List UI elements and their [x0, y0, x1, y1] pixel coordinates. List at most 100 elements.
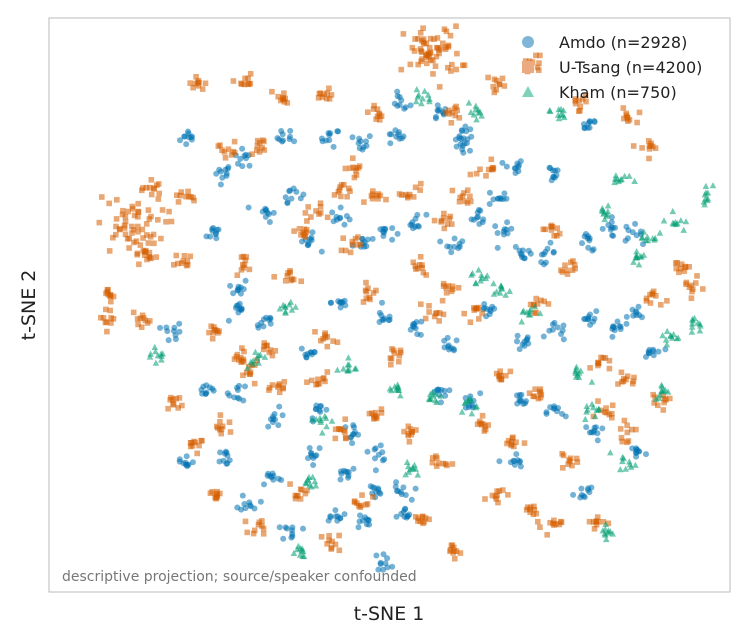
- amdo-point: [157, 324, 163, 331]
- kham-point: [506, 287, 513, 294]
- kham-point: [497, 282, 505, 289]
- amdo-point: [500, 231, 507, 238]
- points-layer: [96, 23, 717, 573]
- utsang-point: [505, 492, 511, 498]
- utsang-point: [254, 143, 261, 149]
- amdo-point: [227, 282, 234, 289]
- utsang-point: [155, 196, 162, 202]
- kham-point: [305, 473, 313, 480]
- utsang-point: [456, 115, 463, 121]
- amdo-point: [448, 249, 455, 256]
- amdo-point: [375, 451, 382, 458]
- amdo-point: [583, 424, 590, 431]
- kham-point: [296, 551, 304, 558]
- utsang-point: [673, 265, 680, 272]
- utsang-point: [410, 194, 417, 200]
- amdo-point: [323, 406, 330, 413]
- utsang-point: [417, 254, 424, 260]
- amdo-point: [339, 299, 346, 305]
- utsang-point: [206, 329, 212, 336]
- utsang-point: [312, 329, 318, 335]
- utsang-point: [377, 117, 383, 123]
- utsang-point: [413, 427, 419, 433]
- kham-point: [572, 369, 580, 376]
- utsang-cluster: [449, 187, 474, 206]
- utsang-point: [317, 200, 324, 206]
- kham-point: [312, 482, 320, 489]
- utsang-cluster: [315, 85, 335, 102]
- kham-point: [638, 253, 645, 260]
- kham-point: [290, 549, 298, 556]
- utsang-cluster: [401, 423, 419, 445]
- utsang-point: [228, 152, 235, 158]
- kham-point: [675, 334, 682, 341]
- utsang-point: [443, 284, 449, 291]
- utsang-point: [259, 518, 265, 524]
- utsang-point: [583, 98, 589, 105]
- utsang-point: [445, 42, 452, 49]
- utsang-point: [124, 236, 131, 242]
- utsang-point: [536, 388, 543, 395]
- amdo-point: [376, 309, 383, 316]
- utsang-cluster: [439, 280, 462, 304]
- utsang-point: [196, 80, 202, 86]
- amdo-point: [176, 456, 183, 463]
- utsang-point: [217, 412, 224, 418]
- amdo-point: [503, 163, 510, 170]
- utsang-point: [350, 155, 356, 161]
- utsang-point: [96, 219, 103, 226]
- utsang-point: [453, 548, 460, 554]
- utsang-point: [398, 66, 405, 73]
- utsang-point: [354, 500, 360, 506]
- kham-point: [583, 402, 591, 409]
- legend-label-utsang: U-Tsang (n=4200): [559, 58, 702, 77]
- utsang-point: [207, 490, 214, 496]
- utsang-point: [482, 426, 489, 433]
- kham-point: [588, 400, 596, 407]
- kham-cluster: [468, 266, 491, 287]
- utsang-point: [497, 368, 503, 374]
- utsang-point: [688, 295, 695, 301]
- utsang-point: [175, 260, 181, 267]
- amdo-cluster: [512, 243, 534, 262]
- amdo-point: [394, 88, 401, 95]
- amdo-point: [217, 181, 224, 188]
- utsang-point: [147, 184, 153, 191]
- amdo-point: [635, 303, 642, 310]
- utsang-point: [412, 184, 419, 191]
- utsang-point: [467, 171, 474, 178]
- kham-point: [664, 388, 672, 395]
- utsang-point: [281, 379, 288, 385]
- utsang-point: [388, 361, 394, 368]
- amdo-point: [459, 238, 466, 245]
- utsang-point: [467, 193, 473, 200]
- utsang-point: [363, 295, 370, 301]
- utsang-point: [129, 230, 135, 236]
- amdo-point: [176, 320, 183, 327]
- utsang-point: [628, 426, 635, 433]
- utsang-point: [282, 278, 289, 284]
- amdo-point: [185, 134, 192, 141]
- amdo-point: [289, 524, 296, 531]
- kham-point: [700, 198, 708, 205]
- utsang-cluster: [504, 434, 528, 450]
- amdo-point: [432, 115, 439, 122]
- utsang-point: [226, 419, 233, 425]
- kham-point: [292, 303, 299, 310]
- utsang-point: [342, 416, 348, 422]
- utsang-cluster: [387, 346, 404, 368]
- amdo-point: [341, 511, 348, 518]
- amdo-cluster: [373, 551, 396, 573]
- utsang-point: [547, 519, 553, 526]
- amdo-point: [377, 226, 384, 233]
- kham-cluster: [308, 412, 336, 436]
- kham-point: [689, 315, 696, 323]
- amdo-point: [516, 346, 523, 353]
- utsang-point: [105, 291, 111, 298]
- utsang-point: [564, 267, 570, 274]
- utsang-point: [660, 392, 666, 399]
- utsang-point: [406, 191, 413, 198]
- amdo-point: [356, 518, 363, 525]
- amdo-point: [235, 309, 242, 316]
- utsang-point: [654, 402, 661, 409]
